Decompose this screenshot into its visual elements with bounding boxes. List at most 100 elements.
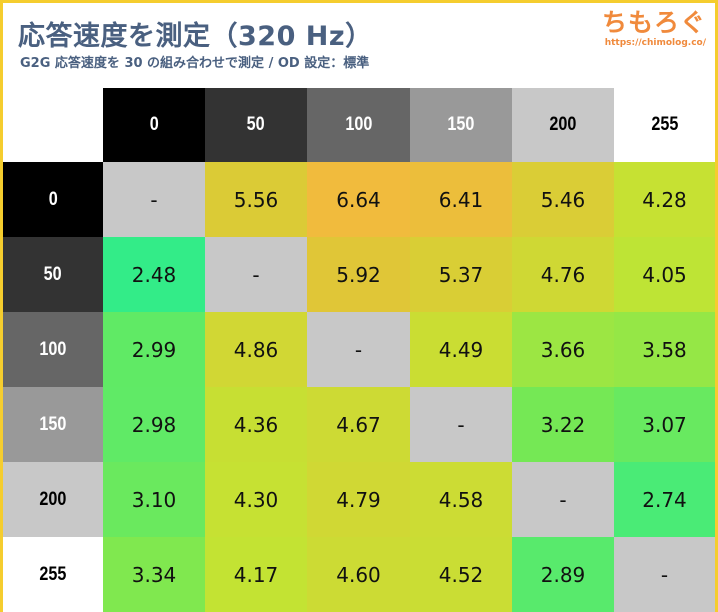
- column-header-label: 0: [149, 114, 159, 135]
- cell-value: 2.74: [642, 487, 687, 512]
- cell-value: -: [457, 412, 465, 437]
- heatmap-cell: 4.49: [410, 312, 512, 387]
- row-header: 200: [3, 462, 103, 537]
- heatmap-cell: 4.52: [410, 537, 512, 612]
- heatmap-cell: 4.28: [614, 162, 715, 237]
- row-header-label: 50: [44, 263, 62, 285]
- column-header: 200: [512, 88, 614, 162]
- column-header: 100: [307, 88, 410, 162]
- heatmap-cell: 2.48: [103, 237, 205, 312]
- cell-value: 5.56: [233, 187, 279, 212]
- heatmap-cell: 5.56: [205, 162, 307, 237]
- page-subtitle: G2G 応答速度を 30 の組み合わせで測定 / OD 設定：標準: [20, 56, 370, 71]
- row-header-label: 150: [39, 413, 67, 435]
- cell-value: 3.07: [642, 412, 687, 437]
- column-header: 50: [205, 88, 307, 162]
- heatmap-cell: 3.07: [614, 387, 715, 462]
- heatmap-cell: 5.46: [512, 162, 614, 237]
- column-header-label: 50: [247, 114, 265, 135]
- heatmap-cell: 6.64: [307, 162, 410, 237]
- heatmap-cell: 2.89: [512, 537, 614, 612]
- cell-value: 6.41: [438, 187, 484, 212]
- heatmap-cell: 4.36: [205, 387, 307, 462]
- row-header: 100: [3, 312, 103, 387]
- cell-value: 4.86: [233, 337, 279, 362]
- cell-value: 4.67: [336, 412, 381, 437]
- heatmap-cell: 4.58: [410, 462, 512, 537]
- row-header: 255: [3, 537, 103, 612]
- heatmap-cell: 4.17: [205, 537, 307, 612]
- cell-value: 6.64: [336, 187, 381, 212]
- cell-value: 5.46: [540, 187, 586, 212]
- cell-value: 3.58: [642, 337, 687, 362]
- cell-value: 3.66: [540, 337, 586, 362]
- cell-value: 4.49: [438, 337, 484, 362]
- cell-value: 4.30: [233, 487, 279, 512]
- heatmap-cell: -: [307, 312, 410, 387]
- heatmap-cell: 5.37: [410, 237, 512, 312]
- cell-value: 2.98: [131, 412, 177, 437]
- row-header-label: 255: [39, 563, 67, 585]
- cell-value: -: [660, 562, 669, 587]
- logo-text: ちもろぐ: [601, 8, 706, 37]
- heatmap-cell: 6.41: [410, 162, 512, 237]
- heatmap-cell: -: [614, 537, 715, 612]
- cell-value: -: [559, 487, 567, 512]
- cell-value: 4.52: [438, 562, 484, 587]
- column-header-label: 200: [549, 114, 577, 135]
- cell-value: 4.79: [336, 487, 381, 512]
- cell-value: 5.92: [336, 262, 381, 287]
- heatmap-cell: 2.74: [614, 462, 715, 537]
- column-header-label: 150: [447, 114, 475, 135]
- cell-value: -: [252, 262, 260, 287]
- column-header: 0: [103, 88, 205, 162]
- heatmap-cell: 2.99: [103, 312, 205, 387]
- cell-value: -: [354, 337, 363, 362]
- row-header-label: 0: [48, 188, 58, 210]
- cell-value: 4.36: [233, 412, 279, 437]
- page-title: 応答速度を測定（320 Hz）: [18, 21, 373, 52]
- cell-value: 4.58: [438, 487, 484, 512]
- column-header-label: 100: [345, 114, 372, 135]
- heatmap-cell: 4.67: [307, 387, 410, 462]
- cell-value: 4.05: [642, 262, 687, 287]
- cell-value: 3.34: [131, 562, 177, 587]
- heatmap-cell: -: [205, 237, 307, 312]
- heatmap-cell: 3.10: [103, 462, 205, 537]
- heatmap-cell: 4.86: [205, 312, 307, 387]
- cell-value: 4.76: [540, 262, 586, 287]
- cell-value: 4.60: [336, 562, 381, 587]
- heatmap-cell: 3.22: [512, 387, 614, 462]
- cell-value: 2.48: [131, 262, 177, 287]
- cell-value: 2.89: [540, 562, 586, 587]
- column-header: 255: [614, 88, 715, 162]
- cell-value: 3.22: [540, 412, 586, 437]
- cell-value: -: [150, 187, 158, 212]
- cell-value: 3.10: [131, 487, 177, 512]
- heatmap-cell: 3.34: [103, 537, 205, 612]
- site-logo: ちもろぐ https://chimolog.co/: [602, 8, 706, 48]
- cell-value: 4.28: [642, 187, 687, 212]
- heatmap-cell: -: [103, 162, 205, 237]
- row-header: 50: [3, 237, 103, 312]
- column-header: 150: [410, 88, 512, 162]
- row-header-label: 100: [39, 338, 67, 360]
- logo-url: https://chimolog.co/: [604, 38, 706, 48]
- cell-value: 2.99: [131, 337, 177, 362]
- cell-value: 5.37: [438, 262, 484, 287]
- row-header-label: 200: [39, 488, 67, 510]
- heatmap-cell: 3.66: [512, 312, 614, 387]
- row-header: 0: [3, 162, 103, 237]
- heatmap-cell: 2.98: [103, 387, 205, 462]
- heatmap-cell: 4.30: [205, 462, 307, 537]
- heatmap-cell: 3.58: [614, 312, 715, 387]
- heatmap-cell: -: [512, 462, 614, 537]
- heatmap-cell: -: [410, 387, 512, 462]
- heatmap-cell: 4.79: [307, 462, 410, 537]
- heatmap-cell: 4.76: [512, 237, 614, 312]
- row-header: 150: [3, 387, 103, 462]
- column-header-label: 255: [651, 114, 678, 135]
- cell-value: 4.17: [233, 562, 279, 587]
- heatmap-cell: 5.92: [307, 237, 410, 312]
